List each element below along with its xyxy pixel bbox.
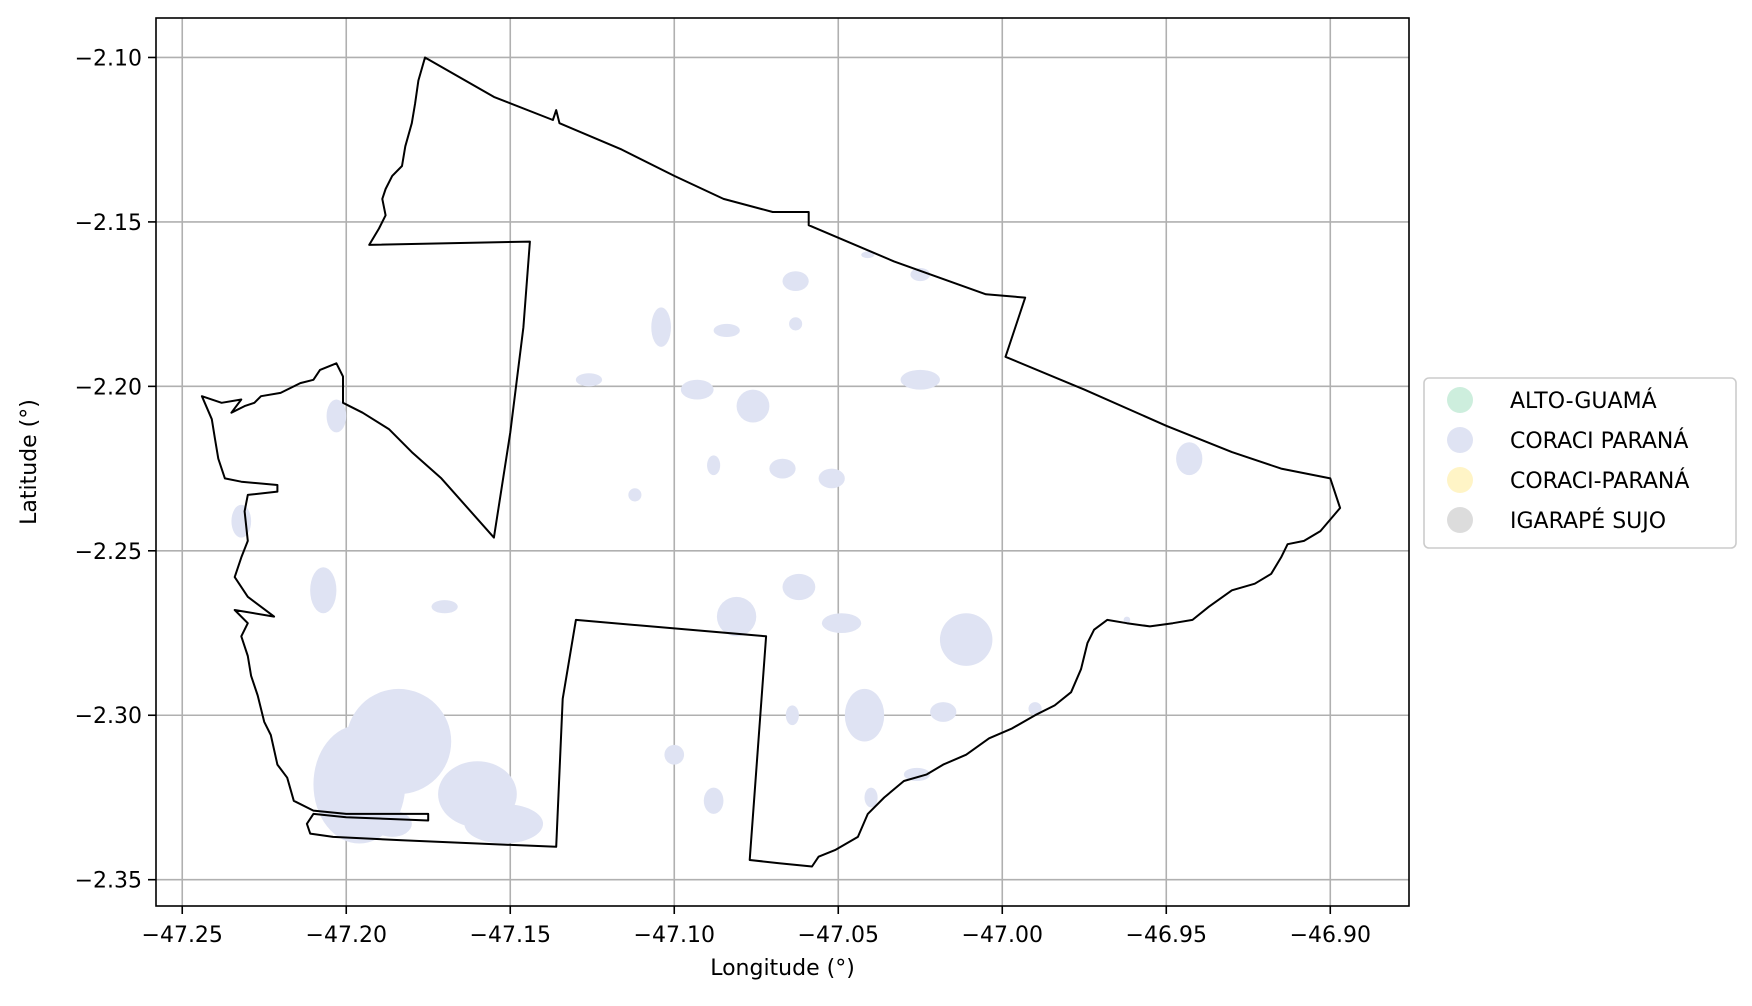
- y-tick-label: −2.35: [75, 869, 142, 894]
- water-patch: [680, 379, 714, 400]
- x-tick-label: −47.15: [470, 923, 551, 948]
- y-tick-label: −2.30: [75, 704, 142, 729]
- water-patch: [844, 688, 885, 742]
- y-tick-label: −2.15: [75, 211, 142, 236]
- legend-marker: [1447, 507, 1473, 533]
- water-patch: [769, 458, 796, 479]
- water-patch: [326, 399, 347, 433]
- legend-label: CORACI-PARANÁ: [1510, 468, 1689, 494]
- legend-label: CORACI PARANÁ: [1510, 428, 1688, 454]
- legend-label: ALTO-GUAMÁ: [1510, 388, 1657, 414]
- water-patch: [664, 744, 685, 765]
- water-patch: [323, 754, 350, 782]
- municipality-boundary: [200, 56, 1342, 868]
- water-patch: [372, 810, 412, 837]
- y-tick-label: −2.20: [75, 375, 142, 400]
- plot-frame: [155, 17, 1410, 907]
- y-tick-label: −2.10: [75, 46, 142, 71]
- water-patch: [821, 613, 862, 634]
- y-axis: −2.10 −2.15 −2.20 −2.25 −2.30 −2.35: [75, 46, 156, 894]
- x-axis: −47.25 −47.20 −47.15 −47.10 −47.05 −47.00 −46.…: [142, 906, 1371, 948]
- water-patch: [231, 504, 252, 538]
- x-tick-label: −47.25: [142, 923, 223, 948]
- water-patch: [910, 267, 931, 282]
- water-patch: [716, 596, 757, 637]
- water-patch: [861, 251, 875, 259]
- x-tick-label: −46.90: [1290, 923, 1371, 948]
- x-tick-label: −47.10: [634, 923, 715, 948]
- water-patch: [782, 573, 816, 601]
- water-patch: [575, 373, 603, 387]
- water-patch: [703, 787, 724, 814]
- legend: ALTO-GUAMÁ CORACI PARANÁ CORACI-PARANÁ IGAR…: [1423, 377, 1737, 549]
- water-patch: [310, 567, 337, 614]
- x-tick-label: −46.95: [1126, 923, 1207, 948]
- legend-box: [1423, 377, 1737, 549]
- water-patch: [1123, 616, 1131, 624]
- water-patch: [818, 468, 845, 489]
- water-patch: [903, 767, 931, 782]
- water-patch: [789, 317, 803, 331]
- x-tick-label: −47.20: [306, 923, 387, 948]
- water-patch: [939, 613, 993, 666]
- water-patch: [1176, 442, 1203, 476]
- water-patch: [1028, 702, 1042, 716]
- water-patch: [713, 323, 740, 338]
- water-patch: [900, 369, 940, 390]
- legend-marker: [1447, 387, 1473, 413]
- y-tick-label: −2.25: [75, 540, 142, 565]
- legend-marker: [1447, 467, 1473, 493]
- y-axis-label: Latitude (°): [17, 399, 42, 525]
- legend-label: IGARAPÉ SUJO: [1510, 508, 1666, 534]
- water-patch: [736, 389, 770, 423]
- water-patch: [464, 804, 544, 844]
- x-axis-label: Longitude (°): [710, 956, 855, 981]
- x-tick-label: −47.00: [962, 923, 1043, 948]
- water-patch: [782, 271, 809, 291]
- water-patch: [651, 307, 671, 347]
- water-patch: [346, 688, 452, 795]
- water-patch: [707, 455, 721, 476]
- water-patch: [431, 600, 458, 614]
- water-patch: [930, 702, 957, 722]
- x-tick-label: −47.05: [798, 923, 879, 948]
- legend-marker: [1447, 427, 1473, 453]
- water-patch: [628, 488, 642, 502]
- grid-lines: [156, 18, 1409, 906]
- water-patch: [864, 787, 878, 808]
- water-patches: [231, 251, 1203, 844]
- water-patch: [785, 705, 799, 726]
